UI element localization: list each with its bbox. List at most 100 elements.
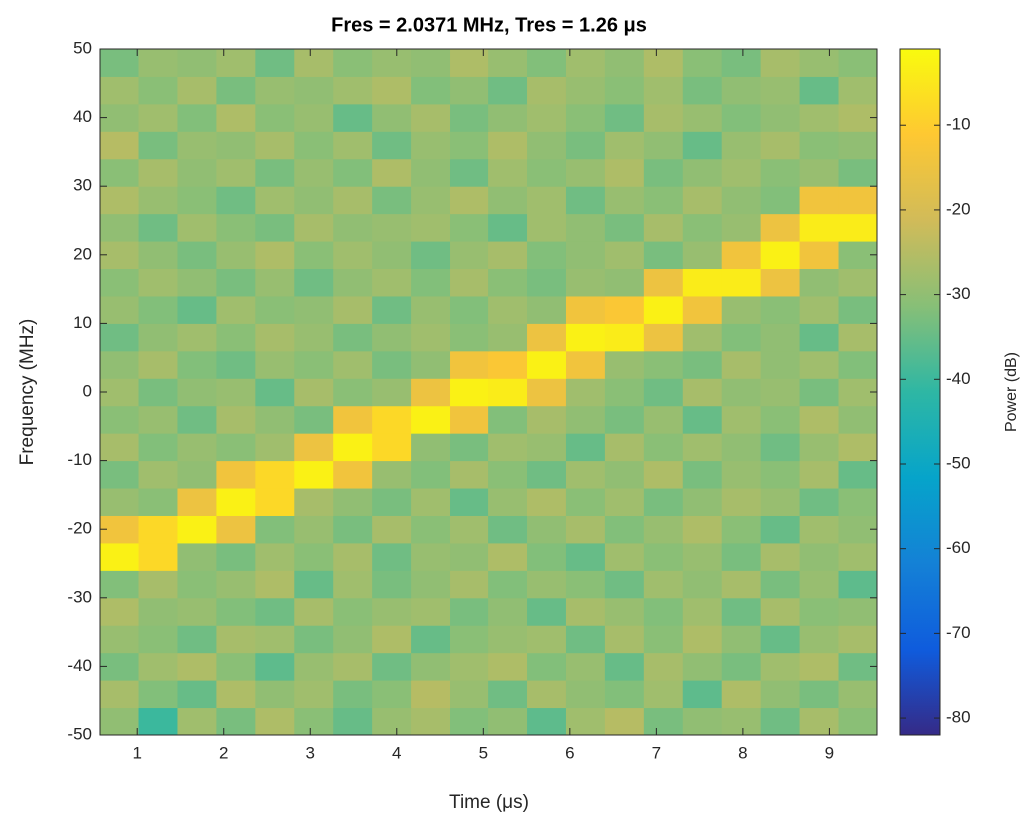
heatmap-cell (799, 460, 839, 489)
heatmap-cell (604, 103, 645, 132)
heatmap-cell (565, 158, 606, 187)
heatmap-cell (177, 680, 217, 709)
heatmap-cell (838, 131, 877, 160)
heatmap-cell (604, 76, 645, 105)
heatmap-cell (488, 103, 528, 132)
heatmap-cell (100, 707, 139, 735)
heatmap-cell (177, 707, 217, 735)
heatmap-cell (255, 405, 295, 434)
heatmap-cell (216, 350, 256, 379)
heatmap-cell (177, 405, 217, 434)
heatmap-cell (838, 488, 877, 516)
heatmap-cell (604, 295, 645, 324)
heatmap-cell (527, 542, 567, 571)
heatmap-cell (799, 433, 839, 462)
heatmap-cell (100, 350, 139, 379)
heatmap-cell (216, 158, 256, 187)
heatmap-cell (411, 680, 451, 709)
heatmap-cell (294, 241, 334, 270)
heatmap-cell (799, 268, 839, 297)
heatmap-cell (682, 158, 723, 187)
heatmap-cell (450, 295, 490, 324)
heatmap-cell (721, 433, 762, 462)
heatmap-cell (372, 158, 412, 187)
heatmap-cell (838, 323, 877, 352)
heatmap-cell (294, 158, 334, 187)
heatmap-cell (333, 158, 373, 187)
heatmap-cell (333, 542, 373, 571)
heatmap-cell (527, 460, 567, 489)
heatmap-cell (372, 570, 412, 599)
heatmap-cell (604, 570, 645, 599)
heatmap-cell (838, 295, 877, 324)
heatmap-cell (100, 158, 139, 187)
heatmap-cell (799, 241, 839, 270)
heatmap-cell (333, 186, 373, 215)
heatmap-cell (138, 680, 178, 709)
x-tick-label: 2 (219, 743, 228, 762)
heatmap-cell (799, 597, 839, 626)
heatmap-cell (100, 680, 139, 709)
heatmap-cell (372, 76, 412, 105)
heatmap-cell (565, 186, 606, 215)
heatmap-cell (450, 378, 490, 407)
heatmap-cell (333, 515, 373, 544)
heatmap-cell (255, 460, 295, 489)
heatmap-cell (411, 241, 451, 270)
heatmap-cell (411, 515, 451, 544)
y-tick-label: -30 (67, 587, 92, 606)
heatmap-cell (682, 131, 723, 160)
x-tick-label: 6 (565, 743, 574, 762)
heatmap-cell (138, 76, 178, 105)
heatmap-cell (838, 460, 877, 489)
heatmap-cell (138, 49, 178, 77)
heatmap-cell (488, 241, 528, 270)
colorbar-tick-label: -10 (946, 115, 971, 134)
heatmap-cell (333, 433, 373, 462)
heatmap-cell (721, 186, 762, 215)
heatmap-cell (411, 131, 451, 160)
heatmap-cell (721, 625, 762, 654)
heatmap-cell (643, 652, 684, 681)
heatmap-cell (138, 707, 178, 735)
heatmap-cell (799, 323, 839, 352)
heatmap-cell (411, 49, 451, 77)
heatmap-cell (565, 76, 606, 105)
heatmap-cell (177, 350, 217, 379)
heatmap-cell (255, 241, 295, 270)
heatmap-cell (216, 405, 256, 434)
heatmap-cell (138, 158, 178, 187)
heatmap-cell (604, 241, 645, 270)
heatmap-cell (255, 570, 295, 599)
heatmap-cell (682, 103, 723, 132)
heatmap-cell (177, 378, 217, 407)
heatmap-cell (565, 433, 606, 462)
heatmap-cell (333, 680, 373, 709)
x-axis-label: Time (μs) (449, 792, 529, 813)
heatmap-cell (216, 707, 256, 735)
heatmap-cell (216, 625, 256, 654)
colorbar-tick-label: -60 (946, 538, 971, 557)
heatmap-cell (177, 241, 217, 270)
heatmap-cell (643, 515, 684, 544)
heatmap-cell (450, 405, 490, 434)
heatmap-cell (643, 241, 684, 270)
heatmap-cell (799, 707, 839, 735)
heatmap-cell (604, 49, 645, 77)
heatmap-cell (643, 76, 684, 105)
heatmap-cell (799, 570, 839, 599)
heatmap-cell (450, 241, 490, 270)
heatmap-cell (488, 488, 528, 516)
heatmap-cell (255, 76, 295, 105)
heatmap-cell (411, 76, 451, 105)
heatmap-cell (177, 488, 217, 516)
heatmap-cell (333, 707, 373, 735)
heatmap-cell (450, 460, 490, 489)
heatmap-cell (411, 707, 451, 735)
heatmap-cell (216, 488, 256, 516)
heatmap-cell (721, 295, 762, 324)
heatmap-cell (721, 488, 762, 516)
heatmap-cell (760, 241, 801, 270)
heatmap-cell (372, 680, 412, 709)
heatmap-cell (177, 76, 217, 105)
